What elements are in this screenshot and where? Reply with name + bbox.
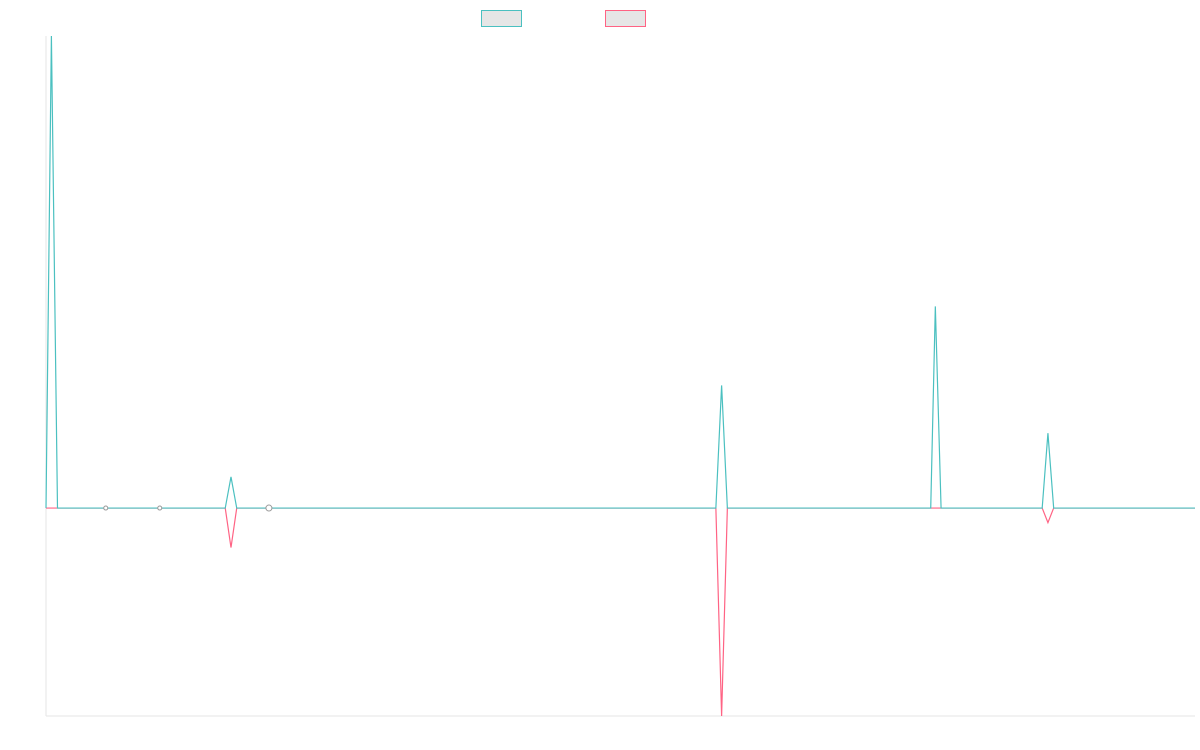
series-layer	[45, 35, 1195, 717]
data-point-marker	[265, 504, 273, 512]
data-point-marker	[157, 505, 163, 511]
legend-swatch-1	[481, 10, 522, 27]
legend-swatch-2	[605, 10, 646, 27]
series-line-2	[46, 507, 1195, 717]
data-point-marker	[103, 505, 109, 511]
marker-layer	[103, 504, 273, 512]
series-line-1	[45, 35, 1195, 509]
legend	[481, 10, 646, 27]
axes	[45, 36, 1195, 717]
